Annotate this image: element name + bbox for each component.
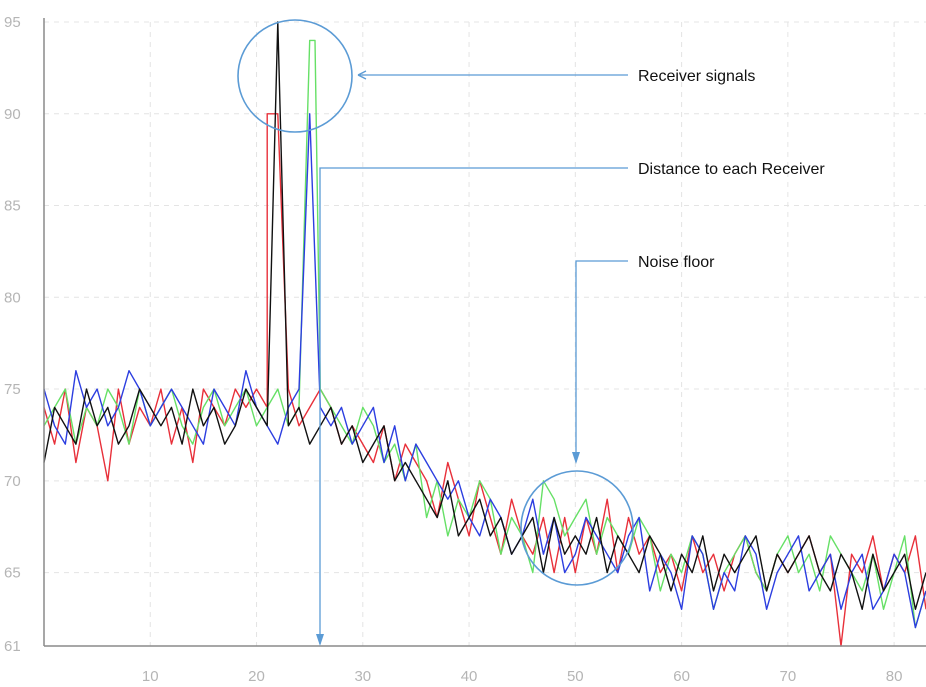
noise-floor-arrowhead bbox=[572, 452, 580, 464]
series-line-1 bbox=[43, 113, 926, 647]
y-tick-label: 95 bbox=[4, 14, 21, 31]
noise-floor-circle bbox=[520, 470, 634, 586]
x-tick-label: 70 bbox=[780, 668, 797, 685]
x-tick-label: 40 bbox=[461, 668, 478, 685]
receiver-signals-circle bbox=[237, 19, 353, 133]
axes bbox=[43, 18, 926, 647]
x-tick-label: 60 bbox=[673, 668, 690, 685]
x-tick-label: 50 bbox=[567, 668, 584, 685]
y-tick-label: 90 bbox=[4, 106, 21, 123]
receiver-signals-label: Receiver signals bbox=[638, 68, 755, 85]
y-tick-label: 65 bbox=[4, 565, 21, 582]
series-group bbox=[43, 21, 926, 647]
noise-floor-arrow bbox=[575, 260, 628, 462]
x-tick-label: 30 bbox=[354, 668, 371, 685]
distance-arrow bbox=[319, 167, 628, 644]
grid bbox=[44, 21, 926, 647]
receiver-signals-arrowhead bbox=[357, 70, 367, 80]
annotations: Receiver signals Distance to each Receiv… bbox=[237, 19, 825, 646]
x-tick-label: 80 bbox=[886, 668, 903, 685]
distance-label: Distance to each Receiver bbox=[638, 161, 825, 178]
series-line-3 bbox=[43, 113, 926, 629]
y-tick-label: 70 bbox=[4, 473, 21, 490]
y-tick-label: 75 bbox=[4, 381, 21, 398]
series-line-2 bbox=[43, 39, 926, 629]
series-line-4 bbox=[43, 21, 926, 610]
noise-floor-label: Noise floor bbox=[638, 254, 715, 271]
y-tick-label: 85 bbox=[4, 198, 21, 215]
tick-labels: 10 20 30 40 50 60 70 80 61 65 70 75 80 85 90 95 bbox=[4, 14, 902, 685]
x-tick-label: 20 bbox=[248, 668, 265, 685]
x-tick-label: 10 bbox=[142, 668, 159, 685]
distance-arrowhead bbox=[316, 634, 324, 646]
y-tick-label: 61 bbox=[4, 638, 21, 655]
y-tick-label: 80 bbox=[4, 289, 21, 306]
